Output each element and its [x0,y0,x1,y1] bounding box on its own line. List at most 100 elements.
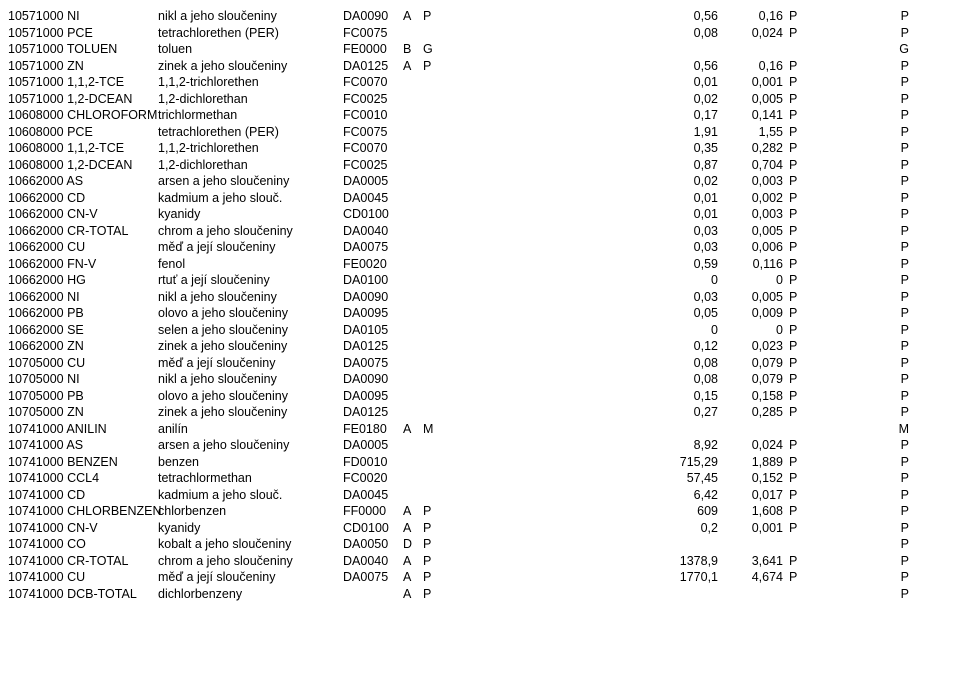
col-fc: FE0180 [343,421,403,438]
table-row: 10571000 1,1,2-TCE1,1,2-trichlorethenFC0… [8,74,952,91]
table-row: 10741000 BENZENbenzenFD0010715,291,889PP [8,454,952,471]
col-id-code: 10741000 AS [8,437,158,454]
col-flag4: P [809,58,909,75]
table-row: 10741000 CDkadmium a jeho slouč.DA00456,… [8,487,952,504]
col-desc: arsen a jeho sloučeniny [158,173,343,190]
table-row: 10571000 PCEtetrachlorethen (PER)FC00750… [8,25,952,42]
table-row: 10662000 CN-VkyanidyCD01000,010,003PP [8,206,952,223]
col-flag2 [423,305,523,322]
col-id-code: 10662000 AS [8,173,158,190]
col-fc: DA0125 [343,404,403,421]
col-flag2: P [423,586,523,603]
col-flag1: A [403,520,423,537]
col-id-code: 10741000 CO [8,536,158,553]
col-fc: DA0090 [343,371,403,388]
col-val1: 0,03 [523,223,718,240]
col-desc: kyanidy [158,206,343,223]
table-row: 10662000 NInikl a jeho sloučeninyDA00900… [8,289,952,306]
table-row: 10741000 COkobalt a jeho sloučeninyDA005… [8,536,952,553]
col-val2 [718,536,783,553]
col-id-code: 10662000 PB [8,305,158,322]
col-val2: 0,006 [718,239,783,256]
col-desc: benzen [158,454,343,471]
col-flag2 [423,223,523,240]
col-flag4: P [809,173,909,190]
col-val1: 0,08 [523,25,718,42]
col-fc: FC0025 [343,91,403,108]
col-val1 [523,586,718,603]
col-fc: FC0010 [343,107,403,124]
col-desc: chrom a jeho sloučeniny [158,553,343,570]
col-desc: zinek a jeho sloučeniny [158,404,343,421]
col-desc: tetrachlorethen (PER) [158,124,343,141]
col-desc: olovo a jeho sloučeniny [158,305,343,322]
col-flag3: P [783,58,809,75]
col-flag4: P [809,404,909,421]
col-id-code: 10662000 CU [8,239,158,256]
col-flag2 [423,388,523,405]
col-desc: zinek a jeho sloučeniny [158,338,343,355]
col-flag2: P [423,503,523,520]
col-val1: 0,01 [523,190,718,207]
col-desc: toluen [158,41,343,58]
col-flag2 [423,470,523,487]
col-flag3: P [783,124,809,141]
col-val1: 0,15 [523,388,718,405]
col-id-code: 10705000 PB [8,388,158,405]
col-flag1: A [403,8,423,25]
col-fc: FC0075 [343,124,403,141]
col-flag4: P [809,25,909,42]
col-flag3 [783,586,809,603]
col-desc: kadmium a jeho slouč. [158,487,343,504]
col-flag2 [423,256,523,273]
col-desc: 1,2-dichlorethan [158,91,343,108]
col-flag3: P [783,569,809,586]
col-val1: 1,91 [523,124,718,141]
col-flag3 [783,41,809,58]
col-val2: 0,005 [718,223,783,240]
col-fc: FE0020 [343,256,403,273]
table-row: 10741000 CN-VkyanidyCD0100AP0,20,001PP [8,520,952,537]
col-fc: FC0025 [343,157,403,174]
col-val2: 0,024 [718,25,783,42]
col-val2: 0,009 [718,305,783,322]
col-flag1 [403,355,423,372]
col-fc: DA0040 [343,223,403,240]
col-val2: 1,55 [718,124,783,141]
table-row: 10662000 SEselen a jeho sloučeninyDA0105… [8,322,952,339]
col-desc: měď a její sloučeniny [158,239,343,256]
col-flag1 [403,206,423,223]
col-desc: tetrachlormethan [158,470,343,487]
col-flag4: P [809,256,909,273]
col-flag2 [423,454,523,471]
col-val1: 0,2 [523,520,718,537]
col-desc: kyanidy [158,520,343,537]
col-fc: FC0020 [343,470,403,487]
col-flag4: P [809,470,909,487]
col-flag3: P [783,470,809,487]
col-val1 [523,536,718,553]
col-desc: měď a její sloučeniny [158,569,343,586]
col-id-code: 10662000 FN-V [8,256,158,273]
col-flag2 [423,157,523,174]
col-flag2 [423,437,523,454]
col-val2: 0,285 [718,404,783,421]
col-id-code: 10571000 ZN [8,58,158,75]
col-val2: 0,005 [718,289,783,306]
col-val1: 609 [523,503,718,520]
col-id-code: 10741000 CD [8,487,158,504]
col-flag2 [423,322,523,339]
col-desc: nikl a jeho sloučeniny [158,8,343,25]
col-fc: FC0070 [343,74,403,91]
table-row: 10571000 1,2-DCEAN1,2-dichlorethanFC0025… [8,91,952,108]
col-val2: 0,002 [718,190,783,207]
col-id-code: 10662000 SE [8,322,158,339]
col-val1: 0,02 [523,173,718,190]
col-val1: 0 [523,322,718,339]
col-val2 [718,586,783,603]
col-val2: 3,641 [718,553,783,570]
col-flag2 [423,206,523,223]
col-flag3: P [783,437,809,454]
col-flag2 [423,371,523,388]
col-val1: 6,42 [523,487,718,504]
